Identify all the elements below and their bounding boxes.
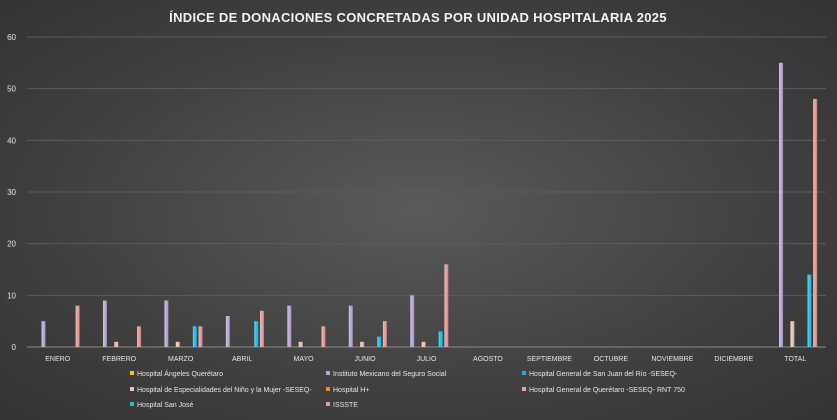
legend-label: Hospital General de San Juan del Río -SE…	[529, 371, 678, 378]
y-tick-label: 60	[7, 33, 16, 42]
x-tick-label: AGOSTO	[473, 356, 503, 363]
bar-shading	[175, 341, 180, 347]
bar-shading	[41, 321, 46, 347]
legend-swatch	[522, 371, 526, 375]
legend-label: Hospital San José	[137, 402, 194, 409]
x-tick-label: OCTUBRE	[594, 356, 629, 363]
bars	[41, 62, 818, 347]
bar-shading	[260, 310, 265, 347]
x-axis: ENERO FEBRERO MARZO ABRIL MAYO JUNIO JULIO AGOS…	[45, 356, 806, 363]
bar-shading	[438, 331, 443, 347]
bar-shading	[114, 341, 119, 347]
bar-shading	[444, 264, 449, 347]
legend-swatch	[130, 402, 134, 406]
x-tick-label: TOTAL	[784, 356, 806, 363]
bar-shading	[807, 274, 812, 347]
bar-shading	[198, 326, 203, 347]
x-tick-label: NOVIEMBRE	[651, 356, 693, 363]
legend-swatch	[326, 402, 330, 406]
y-tick-label: 50	[7, 85, 16, 94]
x-tick-label: SEPTIEMBRE	[527, 356, 572, 363]
legend-swatch	[130, 371, 134, 375]
bar-shading	[102, 300, 107, 347]
bar-shading	[164, 300, 169, 347]
y-tick-label: 0	[12, 343, 17, 352]
y-axis: 0 10 20 30 40 50 60	[7, 33, 16, 352]
legend-label: Hospital de Especialidades del Niño y la…	[137, 387, 312, 394]
y-tick-label: 10	[7, 291, 16, 300]
bar-shading	[192, 326, 197, 347]
legend: Hospital Ángeles Querétaro Instituto Mexi…	[130, 369, 685, 409]
legend-swatch	[522, 387, 526, 391]
bar-shading	[421, 341, 426, 347]
bar-shading	[813, 99, 818, 347]
y-tick-label: 20	[7, 240, 16, 249]
bar-shading	[321, 326, 326, 347]
bar-shading	[137, 326, 142, 347]
bar-shading	[382, 321, 387, 347]
bar-shading	[298, 341, 303, 347]
bar-shading	[779, 62, 784, 347]
bar-shading	[360, 341, 365, 347]
legend-swatch	[326, 371, 330, 375]
bar-shading	[790, 321, 795, 347]
x-tick-label: ENERO	[45, 356, 70, 363]
x-tick-label: JULIO	[417, 356, 437, 363]
bar-shading	[348, 305, 353, 347]
legend-label: Instituto Mexicano del Seguro Social	[333, 371, 447, 378]
y-tick-label: 30	[7, 188, 16, 197]
gridlines	[27, 36, 826, 348]
legend-label: Hospital Ángeles Querétaro	[137, 369, 223, 378]
bar-shading	[287, 305, 292, 347]
legend-swatch	[130, 387, 134, 391]
y-tick-label: 40	[7, 136, 16, 145]
x-tick-label: MARZO	[168, 356, 194, 363]
bar-shading	[225, 316, 230, 347]
bar-shading	[75, 305, 80, 347]
bar-shading	[377, 336, 382, 347]
bar-shading	[254, 321, 259, 347]
chart-title: ÍNDICE DE DONACIONES CONCRETADAS POR UNI…	[169, 10, 667, 25]
x-tick-label: FEBRERO	[102, 356, 136, 363]
bar-shading	[410, 295, 415, 347]
legend-swatch	[326, 387, 330, 391]
x-tick-label: DICIEMBRE	[714, 356, 753, 363]
x-tick-label: ABRIL	[232, 356, 252, 363]
legend-label: ISSSTE	[333, 402, 358, 409]
x-tick-label: JUNIO	[355, 356, 377, 363]
legend-label: Hospital General de Querétaro -SESEQ- RN…	[529, 387, 685, 394]
x-tick-label: MAYO	[294, 356, 315, 363]
legend-label: Hospital H+	[333, 387, 369, 394]
